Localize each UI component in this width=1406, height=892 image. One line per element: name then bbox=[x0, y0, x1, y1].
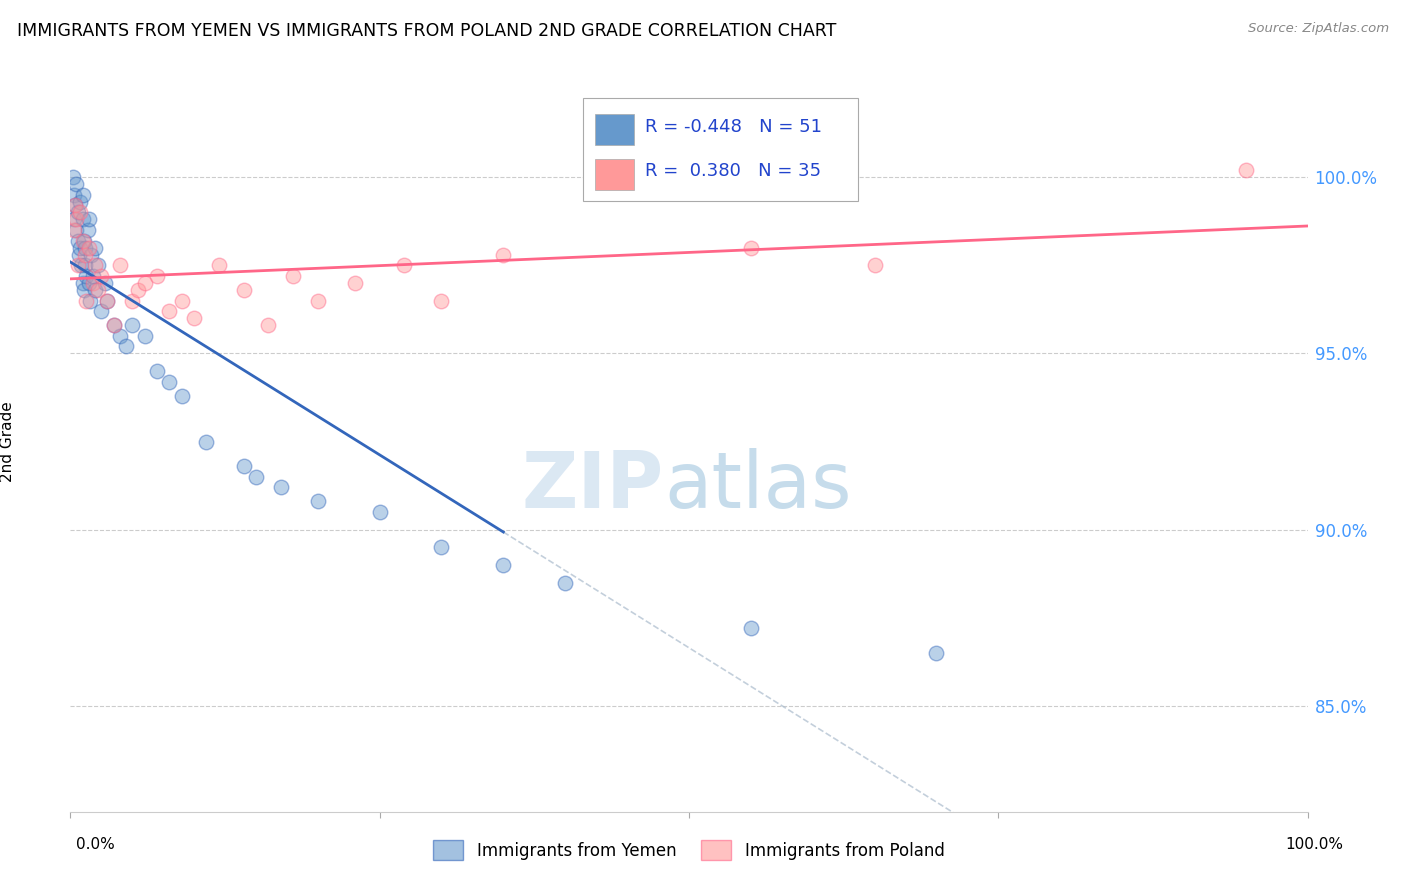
Point bbox=[430, 541, 453, 555]
Point bbox=[70, 258, 93, 272]
Point bbox=[108, 258, 131, 272]
Point bbox=[82, 268, 104, 283]
Point bbox=[77, 212, 100, 227]
Point bbox=[65, 223, 87, 237]
Point bbox=[157, 304, 180, 318]
Point bbox=[84, 241, 107, 255]
Point bbox=[170, 293, 193, 308]
Point bbox=[115, 339, 138, 353]
Point bbox=[307, 293, 329, 308]
Point bbox=[183, 311, 205, 326]
Point bbox=[63, 212, 86, 227]
Point bbox=[863, 258, 886, 272]
Point bbox=[281, 268, 304, 283]
Text: IMMIGRANTS FROM YEMEN VS IMMIGRANTS FROM POLAND 2ND GRADE CORRELATION CHART: IMMIGRANTS FROM YEMEN VS IMMIGRANTS FROM… bbox=[17, 22, 837, 40]
Point bbox=[72, 234, 94, 248]
Point bbox=[740, 621, 762, 635]
Point bbox=[94, 276, 117, 290]
Point bbox=[69, 194, 91, 209]
Point bbox=[208, 258, 231, 272]
Point bbox=[96, 293, 118, 308]
Point bbox=[270, 480, 292, 494]
Point bbox=[127, 283, 149, 297]
Point bbox=[84, 283, 107, 297]
Text: R = -0.448   N = 51: R = -0.448 N = 51 bbox=[645, 118, 823, 136]
Point bbox=[245, 470, 267, 484]
Text: Source: ZipAtlas.com: Source: ZipAtlas.com bbox=[1249, 22, 1389, 36]
Point bbox=[170, 389, 193, 403]
Point bbox=[73, 283, 96, 297]
Text: R =  0.380   N = 35: R = 0.380 N = 35 bbox=[645, 162, 821, 180]
Text: 2nd Grade: 2nd Grade bbox=[0, 401, 14, 482]
Point bbox=[77, 276, 100, 290]
Point bbox=[65, 198, 87, 212]
Point bbox=[67, 248, 90, 262]
Point bbox=[63, 187, 86, 202]
Point bbox=[69, 241, 91, 255]
Point bbox=[72, 276, 94, 290]
Point bbox=[75, 293, 97, 308]
Point bbox=[69, 205, 91, 219]
Point bbox=[66, 205, 89, 219]
Point bbox=[121, 318, 143, 333]
Point bbox=[72, 212, 94, 227]
Text: ZIP: ZIP bbox=[522, 448, 664, 524]
Point bbox=[492, 248, 515, 262]
Point bbox=[80, 248, 103, 262]
Point bbox=[103, 318, 125, 333]
Point bbox=[86, 258, 108, 272]
Point bbox=[108, 328, 131, 343]
Point bbox=[492, 558, 515, 572]
Point bbox=[554, 575, 576, 590]
Point bbox=[65, 198, 87, 212]
Point bbox=[66, 234, 89, 248]
Point bbox=[368, 505, 391, 519]
Point bbox=[75, 268, 97, 283]
Point bbox=[86, 283, 108, 297]
Point bbox=[257, 318, 280, 333]
Point bbox=[1234, 163, 1257, 178]
Text: 0.0%: 0.0% bbox=[76, 838, 115, 852]
Point bbox=[84, 258, 107, 272]
Point bbox=[232, 459, 254, 474]
Point bbox=[75, 258, 97, 272]
Point bbox=[75, 241, 97, 255]
Point bbox=[146, 268, 169, 283]
Point bbox=[157, 375, 180, 389]
Point bbox=[195, 434, 218, 449]
Point bbox=[307, 494, 329, 508]
Text: atlas: atlas bbox=[664, 448, 852, 524]
Point bbox=[82, 276, 104, 290]
Point bbox=[75, 248, 97, 262]
Point bbox=[79, 293, 101, 308]
Point bbox=[925, 646, 948, 660]
Point bbox=[96, 293, 118, 308]
Point bbox=[62, 170, 84, 185]
Point bbox=[66, 258, 89, 272]
Legend: Immigrants from Yemen, Immigrants from Poland: Immigrants from Yemen, Immigrants from P… bbox=[426, 834, 952, 866]
Point bbox=[134, 328, 156, 343]
Point bbox=[430, 293, 453, 308]
Point bbox=[65, 177, 87, 191]
Point bbox=[76, 223, 98, 237]
Point bbox=[77, 241, 100, 255]
Point bbox=[121, 293, 143, 308]
Point bbox=[232, 283, 254, 297]
Point bbox=[65, 212, 87, 227]
Point bbox=[394, 258, 416, 272]
Point bbox=[72, 187, 94, 202]
Point bbox=[90, 268, 112, 283]
Point bbox=[740, 241, 762, 255]
Point bbox=[146, 364, 169, 378]
Point bbox=[90, 304, 112, 318]
Point bbox=[63, 223, 86, 237]
Point bbox=[73, 234, 96, 248]
Text: 100.0%: 100.0% bbox=[1285, 838, 1344, 852]
Point bbox=[134, 276, 156, 290]
Point bbox=[343, 276, 366, 290]
Point bbox=[103, 318, 125, 333]
